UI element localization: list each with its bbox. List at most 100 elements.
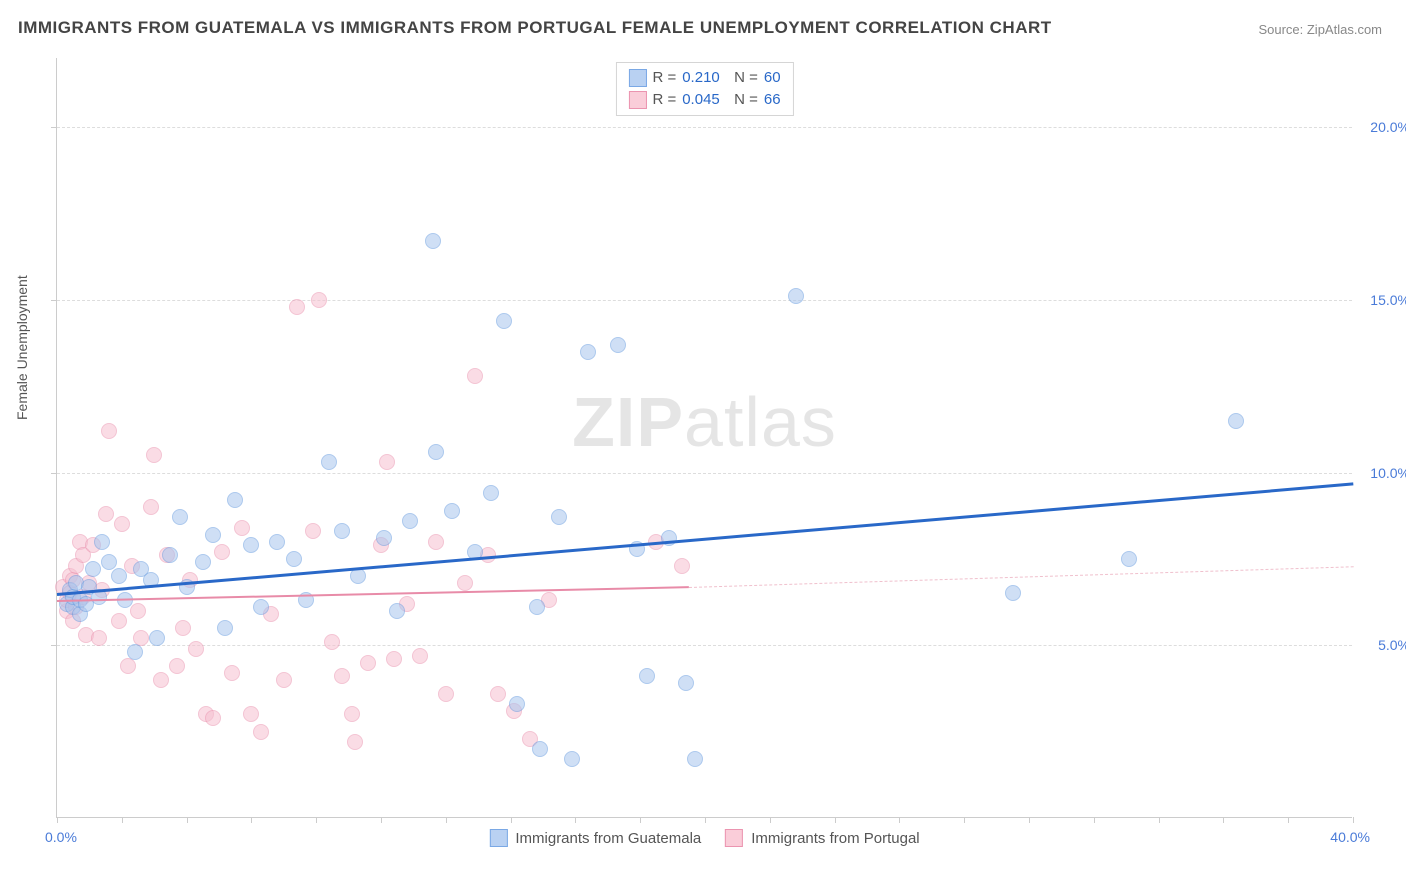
scatter-point	[253, 724, 269, 740]
scatter-point	[305, 523, 321, 539]
legend-n-value-0: 60	[764, 67, 781, 89]
scatter-point	[130, 603, 146, 619]
x-tick-mark	[835, 817, 836, 823]
scatter-point	[120, 658, 136, 674]
scatter-point	[276, 672, 292, 688]
scatter-point	[467, 368, 483, 384]
legend-swatch-pink	[725, 829, 743, 847]
y-tick-mark	[51, 300, 57, 301]
scatter-point	[243, 706, 259, 722]
scatter-point	[91, 630, 107, 646]
x-tick-mark	[187, 817, 188, 823]
scatter-point	[428, 534, 444, 550]
legend-swatch-pink	[628, 91, 646, 109]
scatter-point	[146, 447, 162, 463]
gridline-h	[57, 473, 1352, 474]
scatter-point	[253, 599, 269, 615]
correlation-legend: R = 0.210 N = 60 R = 0.045 N = 66	[615, 62, 793, 116]
legend-swatch-blue	[628, 69, 646, 87]
scatter-point	[111, 613, 127, 629]
scatter-point	[172, 509, 188, 525]
series-legend: Immigrants from Guatemala Immigrants fro…	[489, 829, 919, 847]
source-attribution: Source: ZipAtlas.com	[1258, 22, 1382, 37]
scatter-point	[1005, 585, 1021, 601]
scatter-point	[438, 686, 454, 702]
x-tick-mark	[316, 817, 317, 823]
x-tick-mark	[1288, 817, 1289, 823]
x-tick-mark	[964, 817, 965, 823]
scatter-point	[402, 513, 418, 529]
scatter-point	[529, 599, 545, 615]
scatter-point	[687, 751, 703, 767]
scatter-point	[98, 506, 114, 522]
x-tick-mark	[705, 817, 706, 823]
scatter-point	[175, 620, 191, 636]
y-tick-mark	[51, 645, 57, 646]
scatter-point	[324, 634, 340, 650]
y-axis-label: Female Unemployment	[14, 275, 30, 420]
x-tick-mark	[1159, 817, 1160, 823]
watermark-bold: ZIP	[572, 383, 684, 461]
scatter-point	[389, 603, 405, 619]
y-tick-label: 20.0%	[1360, 119, 1406, 135]
y-tick-mark	[51, 473, 57, 474]
scatter-point	[188, 641, 204, 657]
gridline-h	[57, 300, 1352, 301]
legend-label-0: Immigrants from Guatemala	[515, 830, 701, 847]
legend-r-value-0: 0.210	[682, 67, 720, 89]
scatter-point	[483, 485, 499, 501]
legend-item-portugal: Immigrants from Portugal	[725, 829, 919, 847]
scatter-point	[311, 292, 327, 308]
scatter-point	[101, 423, 117, 439]
scatter-point	[227, 492, 243, 508]
y-tick-mark	[51, 127, 57, 128]
scatter-point	[457, 575, 473, 591]
scatter-point	[214, 544, 230, 560]
scatter-point	[379, 454, 395, 470]
scatter-point	[114, 516, 130, 532]
scatter-point	[127, 644, 143, 660]
legend-n-label: N =	[726, 89, 758, 111]
y-tick-label: 10.0%	[1360, 465, 1406, 481]
scatter-point	[286, 551, 302, 567]
regression-line	[689, 566, 1353, 588]
legend-row-portugal: R = 0.045 N = 66	[628, 89, 780, 111]
x-tick-mark	[1223, 817, 1224, 823]
scatter-point	[334, 523, 350, 539]
scatter-point	[376, 530, 392, 546]
scatter-point	[509, 696, 525, 712]
scatter-point	[610, 337, 626, 353]
scatter-point	[674, 558, 690, 574]
scatter-point	[111, 568, 127, 584]
scatter-point	[360, 655, 376, 671]
scatter-point	[149, 630, 165, 646]
scatter-point	[289, 299, 305, 315]
legend-r-label: R =	[652, 89, 676, 111]
scatter-point	[412, 648, 428, 664]
regression-line	[57, 587, 689, 603]
x-tick-mark	[1094, 817, 1095, 823]
x-tick-mark	[770, 817, 771, 823]
gridline-h	[57, 127, 1352, 128]
chart-title: IMMIGRANTS FROM GUATEMALA VS IMMIGRANTS …	[18, 18, 1052, 38]
scatter-point	[143, 499, 159, 515]
scatter-point	[344, 706, 360, 722]
x-tick-mark	[575, 817, 576, 823]
scatter-point	[428, 444, 444, 460]
scatter-point	[334, 668, 350, 684]
scatter-point	[1228, 413, 1244, 429]
legend-item-guatemala: Immigrants from Guatemala	[489, 829, 701, 847]
scatter-point	[94, 534, 110, 550]
x-tick-mark	[640, 817, 641, 823]
x-tick-mark	[1029, 817, 1030, 823]
scatter-point	[162, 547, 178, 563]
x-tick-mark	[1353, 817, 1354, 823]
legend-r-label: R =	[652, 67, 676, 89]
scatter-point	[234, 520, 250, 536]
scatter-point	[347, 734, 363, 750]
x-tick-mark	[122, 817, 123, 823]
x-tick-max: 40.0%	[1330, 829, 1370, 845]
scatter-point	[269, 534, 285, 550]
scatter-point	[321, 454, 337, 470]
x-tick-mark	[446, 817, 447, 823]
